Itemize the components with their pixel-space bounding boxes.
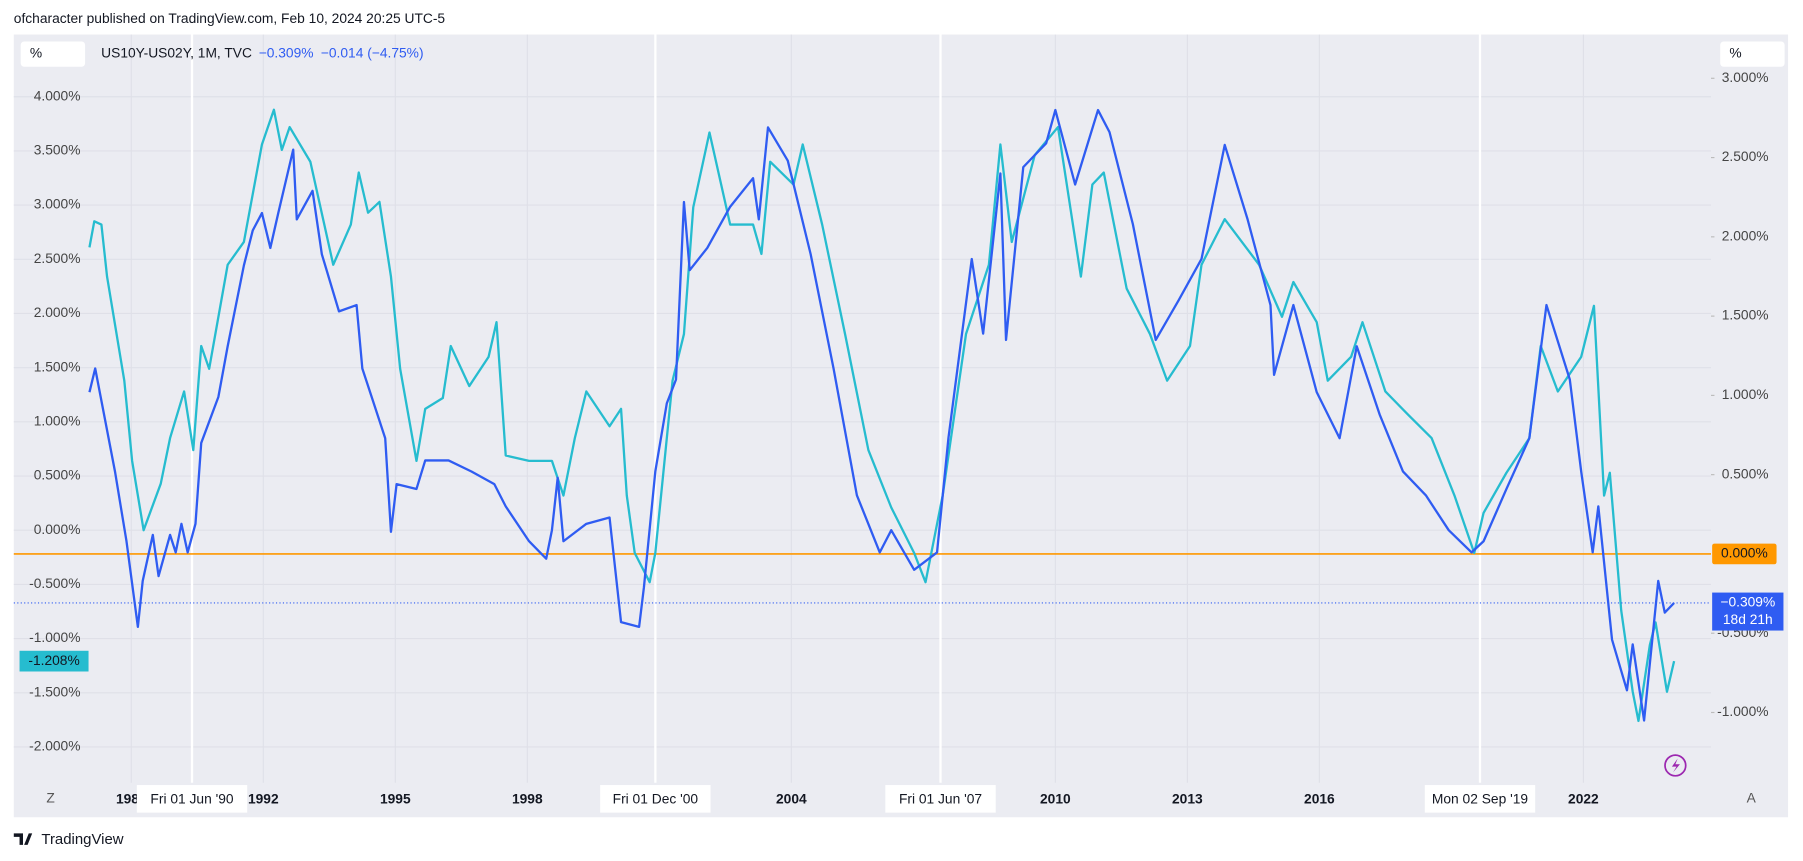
legend-change: −0.014 (−4.75%) <box>321 46 424 61</box>
marker-date-label: Fri 01 Dec '00 <box>613 792 699 807</box>
x-tick-label: 1992 <box>248 792 279 807</box>
unit-box-left[interactable] <box>20 41 86 67</box>
last-value-badge <box>19 650 89 672</box>
x-tick-label: 1998 <box>512 792 543 807</box>
y-tick-label: 3.000% <box>34 197 81 212</box>
unit-box-right[interactable] <box>1720 41 1785 67</box>
scale-button-left[interactable]: Z <box>46 790 54 805</box>
publish-header: ofcharacter published on TradingView.com… <box>14 11 446 26</box>
y-tick-label: 2.500% <box>34 251 81 266</box>
y-tick-label: 4.000% <box>34 88 81 103</box>
y-tick-label: -1.500% <box>29 684 80 699</box>
y-tick-label: -1.000% <box>29 630 80 645</box>
x-tick-label: 2010 <box>1040 792 1071 807</box>
y-tick-label: 1.500% <box>34 359 81 374</box>
marker-date-box <box>1424 785 1536 813</box>
price-line-label: 0.000% <box>1721 546 1768 561</box>
legend-last: −0.309% <box>259 46 314 61</box>
series-line <box>88 108 1676 723</box>
x-tick-label: 2016 <box>1304 792 1335 807</box>
grid: 4.000% 3.500% 3.000% 2.500% 2.000% 1.500% 1.00… <box>13 34 1769 783</box>
marker-date-label: Fri 01 Jun '07 <box>899 792 982 807</box>
lightning-icon[interactable] <box>1664 754 1687 777</box>
y-tick-label: 3.500% <box>34 143 81 158</box>
y2-tick-label: 1.500% <box>1722 308 1769 323</box>
y2-tick-label: 3.000% <box>1722 70 1769 85</box>
y2-tick-label: -1.000% <box>1717 704 1768 719</box>
overlay: 1989 1992 1995 1998 2004 2010 2013 2016 2022−0.3… <box>19 543 1784 813</box>
series-line <box>88 108 1675 722</box>
x-tick-label: 1995 <box>380 792 411 807</box>
x-tick-label: 2022 <box>1568 792 1599 807</box>
y-tick-label: -2.000% <box>29 739 80 754</box>
y-tick-label: 0.000% <box>34 522 81 537</box>
chart-pane <box>13 34 1789 818</box>
y-tick-label: 2.000% <box>34 305 81 320</box>
last-value-badge <box>1712 592 1784 631</box>
y2-tick-label: 2.500% <box>1722 149 1769 164</box>
unit-left: % <box>30 46 42 61</box>
unit-right: % <box>1729 46 1741 61</box>
x-tick-label: 2004 <box>776 792 807 807</box>
legend-symbol: US10Y-US02Y, 1M, TVC <box>101 46 252 61</box>
footer-brand: TradingView <box>41 831 123 848</box>
scale-button-right[interactable]: A <box>1747 790 1757 805</box>
last-value-label: −0.309% <box>1720 595 1775 610</box>
y-tick-label: 1.000% <box>34 413 81 428</box>
marker-date-box <box>136 785 248 813</box>
x-tick-label: 2013 <box>1172 792 1203 807</box>
y2-tick-label: 0.500% <box>1722 466 1769 481</box>
marker-date-box <box>600 785 711 813</box>
marker-date-label: Fri 01 Jun '90 <box>150 792 233 807</box>
plot <box>13 34 1712 783</box>
marker-date-box <box>885 785 996 813</box>
price-line-badge <box>1712 543 1777 565</box>
marker-date-label: Mon 02 Sep '19 <box>1432 792 1528 807</box>
countdown-label: 18d 21h <box>1723 612 1773 627</box>
y-tick-label: -0.500% <box>29 576 80 591</box>
y2-tick-label: 2.000% <box>1722 228 1769 243</box>
last-value-label: -1.208% <box>28 653 79 668</box>
y2-tick-label: 1.000% <box>1722 387 1769 402</box>
tradingview-logo <box>13 833 33 845</box>
y-tick-label: 0.500% <box>34 468 81 483</box>
